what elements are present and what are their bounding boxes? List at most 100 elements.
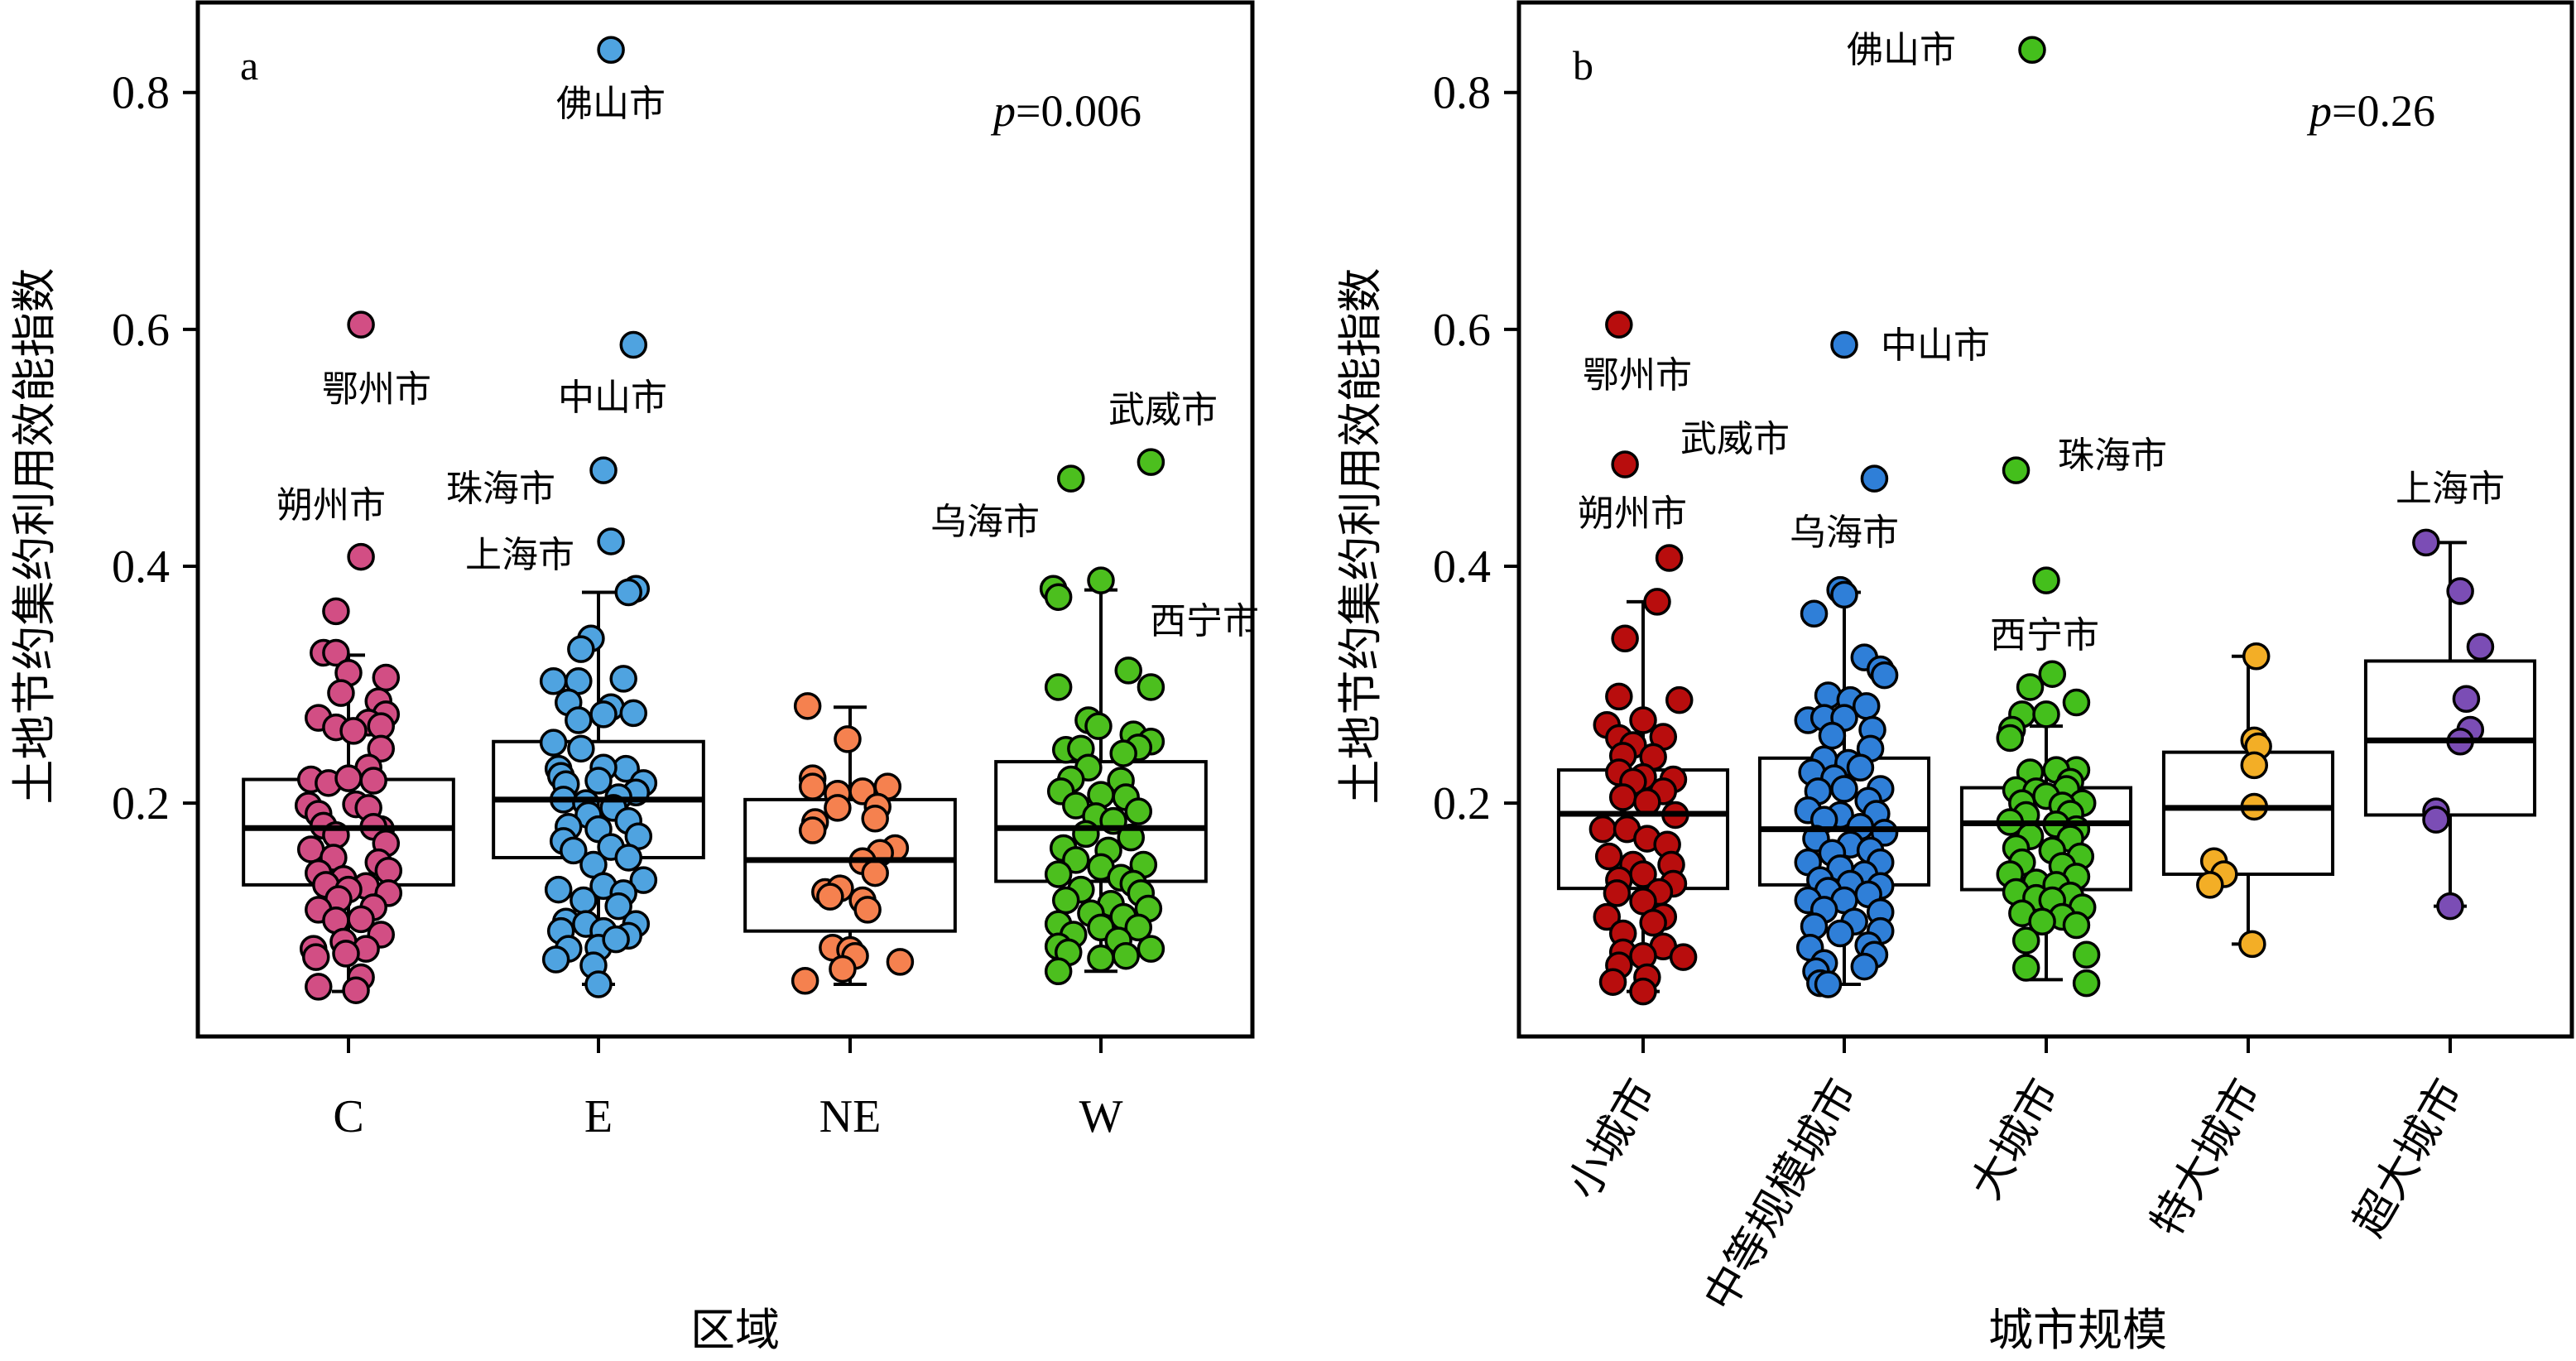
x-tick-label: E: [584, 1091, 613, 1142]
x-tick-label: 特大城市: [2141, 1071, 2271, 1245]
data-point: [539, 729, 568, 757]
data-point: [1084, 712, 1113, 740]
data-point: [1611, 624, 1639, 653]
panel-a: 0.2 0.4 0.6 0.8 土地节约集约利用效能指数 C E NE W 区域 a p=0.006 鄂…: [8, 0, 1259, 1356]
data-point: [1051, 886, 1080, 915]
data-point: [1608, 783, 1637, 811]
data-point: [2038, 660, 2067, 688]
point-annotation: 西宁市: [1990, 614, 2099, 656]
p-value: p=0.26: [2306, 86, 2435, 136]
data-point: [560, 836, 588, 865]
point-annotation: 中山市: [1881, 325, 1990, 367]
data-point: [589, 700, 618, 729]
plot-frame: [195, 0, 1255, 1039]
p-number: =0.26: [2332, 86, 2435, 136]
data-point: [1860, 464, 1889, 493]
data-point: [322, 597, 350, 626]
data-point: [861, 805, 889, 833]
data-point: [597, 527, 625, 555]
y-tick-label: 0.8: [1433, 68, 1491, 119]
point-annotation: 武威市: [1108, 389, 1218, 431]
point-annotation: 上海市: [2396, 468, 2505, 510]
point-annotation: 佛山市: [556, 83, 666, 125]
y-tick-label: 0.6: [112, 305, 170, 356]
data-point: [1611, 450, 1639, 479]
panel-letter: b: [1573, 42, 1593, 89]
data-point: [2072, 940, 2101, 969]
data-point: [1655, 544, 1684, 572]
data-point: [1826, 919, 1854, 948]
data-point: [1124, 913, 1153, 942]
data-point: [1996, 724, 2025, 753]
data-point: [614, 578, 642, 607]
data-point: [567, 635, 595, 663]
x-tick-label: 超大城市: [2343, 1071, 2473, 1245]
data-point: [2240, 751, 2269, 780]
p-symbol: p: [2306, 86, 2332, 136]
y-tick-label: 0.8: [112, 68, 170, 119]
data-point: [1057, 464, 1085, 493]
data-point: [2011, 926, 2040, 955]
y-tick-label: 0.4: [112, 541, 170, 593]
data-point: [829, 955, 857, 983]
x-tick-label: 大城市: [1961, 1071, 2069, 1208]
y-axis-title: 土地节约集约利用效能指数: [1334, 268, 1387, 805]
p-symbol: p: [990, 86, 1016, 136]
data-point: [602, 925, 630, 954]
data-point: [2032, 566, 2060, 594]
data-point: [1665, 685, 1694, 714]
data-point: [1087, 944, 1115, 973]
data-point: [2466, 632, 2495, 661]
data-point: [1137, 935, 1165, 963]
point-annotation: 朔州市: [276, 484, 386, 527]
data-point: [2412, 528, 2440, 557]
p-value: p=0.006: [990, 86, 1141, 136]
data-point: [539, 667, 568, 695]
data-point: [1669, 943, 1698, 971]
data-point: [1593, 902, 1622, 931]
data-point: [347, 310, 375, 339]
data-point: [1639, 908, 1667, 937]
data-point: [1044, 957, 1073, 986]
data-point: [1605, 310, 1633, 339]
data-point: [1830, 330, 1858, 359]
y-tick-label: 0.2: [112, 778, 170, 830]
data-point: [2422, 806, 2450, 834]
data-point: [798, 816, 827, 844]
data-point: [1814, 681, 1843, 709]
data-point: [305, 973, 333, 1001]
data-point: [544, 875, 573, 904]
point-annotation: 鄂州市: [1583, 354, 1692, 397]
group-NE: [743, 692, 957, 995]
point-annotation: 鄂州市: [322, 368, 431, 411]
data-point: [1109, 739, 1137, 767]
data-point: [619, 330, 648, 359]
data-point: [589, 456, 618, 484]
data-point: [2032, 700, 2060, 729]
data-point: [1137, 448, 1165, 476]
point-annotation: 朔州市: [1578, 493, 1687, 535]
data-point: [861, 858, 889, 887]
data-point: [1850, 952, 1879, 981]
data-point: [1629, 977, 1657, 1006]
data-point: [1814, 970, 1843, 998]
data-point: [2242, 642, 2271, 671]
data-point: [629, 866, 658, 894]
data-point: [1643, 588, 1671, 616]
point-annotation: 珠海市: [446, 468, 555, 510]
p-number: =0.006: [1016, 86, 1141, 136]
x-tick-label: NE: [819, 1091, 882, 1142]
data-point: [619, 699, 648, 728]
data-point: [334, 764, 363, 792]
data-point: [853, 896, 882, 924]
data-point: [1124, 797, 1153, 825]
data-point: [2016, 673, 2045, 701]
data-point: [1087, 566, 1115, 594]
x-axis-title: 区域: [690, 1304, 780, 1356]
